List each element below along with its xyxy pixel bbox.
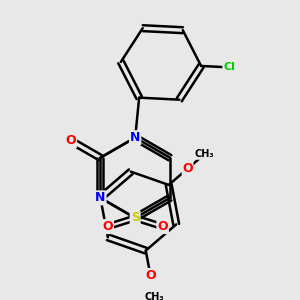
Text: CH₃: CH₃ (195, 149, 214, 159)
Text: O: O (102, 220, 113, 233)
Text: O: O (182, 162, 193, 175)
Text: O: O (65, 134, 76, 147)
Text: CH₃: CH₃ (145, 292, 164, 300)
Text: S: S (131, 212, 140, 224)
Text: N: N (95, 191, 106, 204)
Text: O: O (145, 268, 156, 282)
Text: N: N (130, 131, 140, 144)
Text: Cl: Cl (223, 62, 235, 72)
Text: O: O (157, 220, 168, 233)
